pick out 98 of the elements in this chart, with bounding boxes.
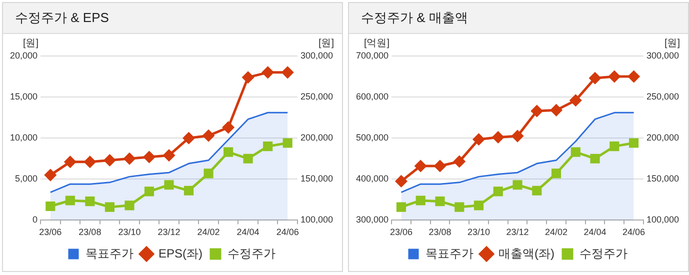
x-tick-label: 23/06 [390,227,412,238]
y-tick-label: 400,000 [356,174,389,184]
point [44,169,56,181]
y2-tick-label: 200,000 [646,132,680,143]
x-tick-label: 23/12 [506,227,529,238]
point [164,180,174,190]
legend-label: 목표주가 [86,246,134,260]
x-tick-label: 23/10 [467,227,490,238]
chart-title: 수정주가 & 매출액 [349,3,688,34]
y-tick-label: 700,000 [356,50,389,60]
x-tick-label: 24/02 [197,227,220,238]
point [282,66,294,78]
point [608,70,620,82]
x-tick-label: 23/10 [118,227,141,238]
legend-label: 목표주가 [426,246,474,260]
point [628,70,640,82]
y2-tick-label: 100,000 [300,214,334,225]
point [434,160,446,172]
y-axis-title: [억원] [364,38,390,49]
x-tick-label: 23/12 [158,227,180,238]
y2-tick-label: 250,000 [300,92,334,102]
point [532,186,542,196]
point [570,94,582,106]
point [512,180,522,190]
y-axis-title: [원] [22,38,39,49]
point [263,142,273,152]
point [224,147,234,157]
point [396,202,406,212]
legend-label: 매출액(좌) [498,246,555,260]
point [202,130,214,142]
point [628,138,639,148]
y-tick-label: 600,000 [356,92,389,102]
legend-label: 수정주가 [228,246,276,260]
point [104,154,116,166]
point [454,202,464,212]
point [472,134,484,146]
point [124,152,136,164]
point [243,154,253,164]
y2-tick-label: 150,000 [300,174,334,184]
x-tick-label: 24/06 [622,227,646,238]
y-tick-label: 20,000 [10,50,38,60]
point [493,186,503,196]
y2-tick-label: 200,000 [300,132,334,143]
legend-label: 수정주가 [579,246,628,260]
x-tick-label: 23/08 [428,227,452,238]
point [550,104,562,116]
point [85,196,95,206]
y-tick-label: 5,000 [14,174,38,184]
point [65,196,75,206]
point [144,186,154,196]
point [414,160,426,172]
point [610,142,620,152]
y2-tick-label: 300,000 [300,50,334,60]
point [531,105,543,117]
point [262,66,274,78]
point [222,122,234,134]
point [64,156,76,168]
y2-tick-label: 150,000 [646,174,680,184]
point [84,156,96,168]
point [183,132,195,144]
point [104,202,114,212]
y2-axis-title: [원] [318,38,334,49]
y2-tick-label: 100,000 [646,214,680,225]
point [143,151,155,163]
x-tick-label: 23/06 [39,227,62,238]
x-tick-label: 24/06 [276,227,299,238]
point [590,154,600,164]
y-tick-label: 10,000 [10,132,38,143]
point [435,196,445,206]
point [551,168,562,178]
point [204,168,214,178]
point [492,132,504,144]
point [46,201,56,212]
point [416,196,426,206]
point [282,138,292,148]
x-tick-label: 24/02 [544,227,568,238]
point [124,200,134,210]
point [454,156,466,168]
y2-tick-label: 300,000 [646,50,680,60]
x-tick-label: 24/04 [584,227,606,238]
x-tick-label: 23/08 [78,227,102,238]
point [474,200,484,210]
y-tick-label: 300,000 [356,214,389,225]
point [512,130,524,142]
point [184,186,194,196]
y-tick-label: 500,000 [356,132,389,143]
point [395,175,407,187]
chart-title: 수정주가 & EPS [3,3,342,34]
point [570,147,580,157]
y2-axis-title: [원] [664,38,680,49]
y-tick-label: 0 [32,214,38,225]
x-tick-label: 24/04 [236,227,260,238]
y-tick-label: 15,000 [10,92,38,102]
point [163,150,175,162]
point [242,72,254,84]
point [589,72,601,84]
y2-tick-label: 250,000 [646,92,680,102]
legend-label: EPS(좌) [158,246,203,260]
